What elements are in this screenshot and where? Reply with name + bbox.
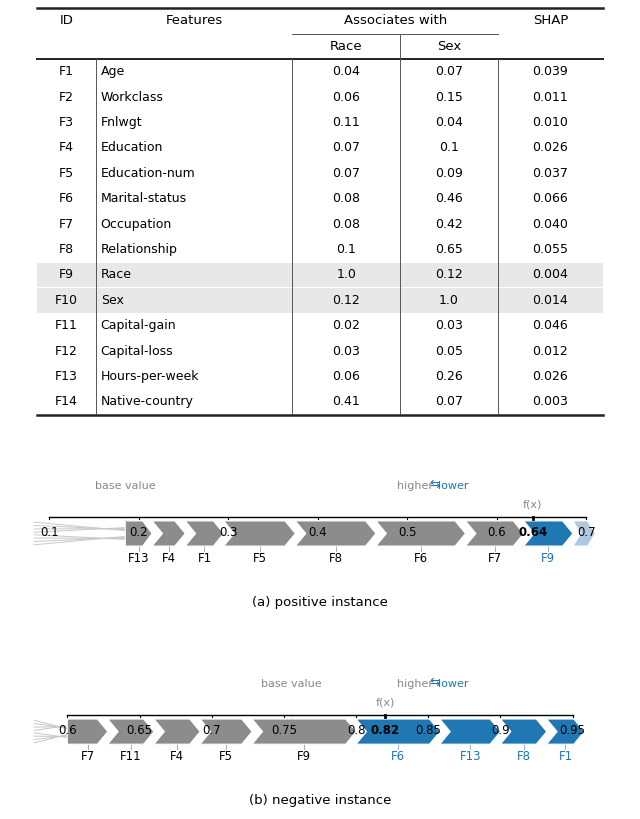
Text: 0.012: 0.012 xyxy=(532,345,568,358)
Text: 0.1: 0.1 xyxy=(336,243,356,256)
Text: Marital-status: Marital-status xyxy=(100,192,187,206)
Text: F10: F10 xyxy=(55,294,78,307)
Text: 0.12: 0.12 xyxy=(435,269,463,282)
Text: 0.12: 0.12 xyxy=(332,294,360,307)
Text: 0.07: 0.07 xyxy=(435,66,463,78)
Text: 0.03: 0.03 xyxy=(332,345,360,358)
Text: 0.026: 0.026 xyxy=(532,142,568,155)
Text: 0.65: 0.65 xyxy=(435,243,463,256)
Text: 0.040: 0.040 xyxy=(532,218,568,231)
Text: ID: ID xyxy=(60,15,74,27)
Text: 0.15: 0.15 xyxy=(435,91,463,103)
Text: F3: F3 xyxy=(59,116,74,129)
Text: 0.41: 0.41 xyxy=(332,396,360,409)
Text: F9: F9 xyxy=(59,269,74,282)
Text: 0.06: 0.06 xyxy=(332,370,360,383)
Text: 0.08: 0.08 xyxy=(332,218,360,231)
Text: 1.0: 1.0 xyxy=(336,269,356,282)
Text: Workclass: Workclass xyxy=(100,91,164,103)
Bar xyxy=(37,288,603,313)
Text: (a) positive instance: (a) positive instance xyxy=(252,596,388,609)
Text: 0.037: 0.037 xyxy=(532,167,568,180)
Text: F5: F5 xyxy=(59,167,74,180)
Text: Relationship: Relationship xyxy=(100,243,177,256)
Text: F8: F8 xyxy=(59,243,74,256)
Text: 0.11: 0.11 xyxy=(332,116,360,129)
Text: 0.07: 0.07 xyxy=(435,396,463,409)
Text: 0.1: 0.1 xyxy=(439,142,459,155)
Text: F11: F11 xyxy=(55,319,78,333)
Text: 0.04: 0.04 xyxy=(435,116,463,129)
Text: F6: F6 xyxy=(59,192,74,206)
Text: Native-country: Native-country xyxy=(100,396,193,409)
Text: F13: F13 xyxy=(55,370,78,383)
Text: 0.05: 0.05 xyxy=(435,345,463,358)
Text: F4: F4 xyxy=(59,142,74,155)
Bar xyxy=(37,263,603,287)
Text: 0.026: 0.026 xyxy=(532,370,568,383)
Text: 0.02: 0.02 xyxy=(332,319,360,333)
Text: Sex: Sex xyxy=(437,40,461,52)
Text: Occupation: Occupation xyxy=(100,218,172,231)
Text: 0.04: 0.04 xyxy=(332,66,360,78)
Text: F1: F1 xyxy=(59,66,74,78)
Text: 0.039: 0.039 xyxy=(532,66,568,78)
Text: 0.055: 0.055 xyxy=(532,243,568,256)
Text: SHAP: SHAP xyxy=(532,15,568,27)
Text: 0.046: 0.046 xyxy=(532,319,568,333)
Text: 1.0: 1.0 xyxy=(439,294,459,307)
Text: 0.06: 0.06 xyxy=(332,91,360,103)
Text: Education: Education xyxy=(100,142,163,155)
Text: F14: F14 xyxy=(55,396,78,409)
Text: 0.03: 0.03 xyxy=(435,319,463,333)
Text: Features: Features xyxy=(165,15,223,27)
Text: 0.011: 0.011 xyxy=(532,91,568,103)
Text: 0.46: 0.46 xyxy=(435,192,463,206)
Text: Sex: Sex xyxy=(100,294,124,307)
Text: Race: Race xyxy=(330,40,362,52)
Text: (b) negative instance: (b) negative instance xyxy=(249,794,391,808)
Text: 0.42: 0.42 xyxy=(435,218,463,231)
Text: Age: Age xyxy=(100,66,125,78)
Text: Hours-per-week: Hours-per-week xyxy=(100,370,199,383)
Text: Associates with: Associates with xyxy=(344,15,447,27)
Text: 0.003: 0.003 xyxy=(532,396,568,409)
Text: Education-num: Education-num xyxy=(100,167,195,180)
Text: F12: F12 xyxy=(55,345,78,358)
Text: 0.014: 0.014 xyxy=(532,294,568,307)
Text: Fnlwgt: Fnlwgt xyxy=(100,116,142,129)
Text: 0.066: 0.066 xyxy=(532,192,568,206)
Text: 0.07: 0.07 xyxy=(332,167,360,180)
Text: 0.010: 0.010 xyxy=(532,116,568,129)
Text: 0.004: 0.004 xyxy=(532,269,568,282)
Text: Race: Race xyxy=(100,269,132,282)
Text: 0.08: 0.08 xyxy=(332,192,360,206)
Text: F7: F7 xyxy=(59,218,74,231)
Text: 0.09: 0.09 xyxy=(435,167,463,180)
Text: Capital-loss: Capital-loss xyxy=(100,345,173,358)
Text: Capital-gain: Capital-gain xyxy=(100,319,176,333)
Text: 0.26: 0.26 xyxy=(435,370,463,383)
Text: 0.07: 0.07 xyxy=(332,142,360,155)
Text: F2: F2 xyxy=(59,91,74,103)
